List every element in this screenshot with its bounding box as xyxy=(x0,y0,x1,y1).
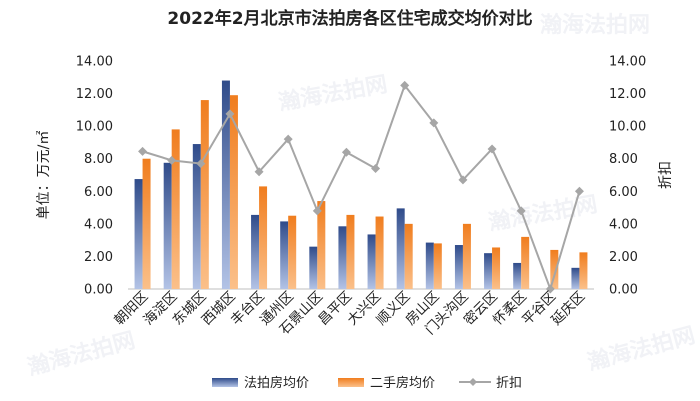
discount-point xyxy=(138,146,148,156)
bar-secondhand-price xyxy=(229,95,238,289)
watermark-text: 瀚海法拍网 xyxy=(277,71,390,116)
watermark-text: 瀚海法拍网 xyxy=(540,12,650,38)
bars xyxy=(134,80,588,290)
bar-secondhand-price xyxy=(462,223,471,289)
bar-auction-price xyxy=(367,234,376,289)
left-tick-label: 14.00 xyxy=(76,55,113,70)
legend-swatch-auction xyxy=(212,378,238,387)
discount-line-path xyxy=(142,83,581,293)
legend-label-secondhand: 二手房均价 xyxy=(370,375,435,391)
watermark-group: 瀚海法拍网 瀚海法拍网 瀚海法拍网 瀚海法拍网 瀚海法拍网 xyxy=(25,12,698,381)
discount-line xyxy=(138,80,584,294)
discount-point xyxy=(371,163,381,173)
bar-auction-price xyxy=(338,226,347,289)
bar-secondhand-price xyxy=(288,215,297,289)
discount-point xyxy=(167,155,177,165)
right-tick-label: 4.00 xyxy=(609,217,638,232)
bar-secondhand-price xyxy=(404,223,413,289)
right-axis: 0.00 2.00 4.00 6.00 8.00 10.00 12.00 14.00 xyxy=(609,55,646,298)
bar-auction-price xyxy=(571,267,580,289)
bar-auction-price xyxy=(134,179,143,289)
bar-secondhand-price xyxy=(579,252,588,289)
bar-auction-price xyxy=(251,214,260,289)
discount-point xyxy=(254,167,264,177)
chart-title: 2022年2月北京市法拍房各区住宅成交均价对比 xyxy=(167,8,532,29)
right-tick-label: 14.00 xyxy=(609,55,646,70)
bar-secondhand-price xyxy=(171,129,180,289)
watermark-text: 瀚海法拍网 xyxy=(487,191,600,236)
category-label: 延庆区 xyxy=(548,289,588,329)
right-tick-label: 6.00 xyxy=(609,185,638,200)
discount-point xyxy=(225,109,235,119)
right-axis-title: 折扣 xyxy=(658,161,674,189)
bar-secondhand-price xyxy=(521,236,530,289)
legend-marker-discount xyxy=(469,378,477,386)
watermark-text: 瀚海法拍网 xyxy=(585,322,698,376)
bar-secondhand-price xyxy=(492,247,501,289)
discount-point xyxy=(312,206,322,216)
left-axis: 0.00 2.00 4.00 6.00 8.00 10.00 12.00 14.00 xyxy=(76,55,113,298)
left-tick-label: 8.00 xyxy=(84,152,113,167)
left-tick-label: 4.00 xyxy=(84,217,113,232)
bar-auction-price xyxy=(280,221,289,289)
left-tick-label: 10.00 xyxy=(76,120,113,135)
bar-secondhand-price xyxy=(375,216,384,289)
discount-point xyxy=(429,118,439,128)
bar-secondhand-price xyxy=(550,249,559,289)
discount-point xyxy=(400,80,410,90)
bar-auction-price xyxy=(425,242,434,289)
discount-point xyxy=(196,159,206,169)
right-tick-label: 8.00 xyxy=(609,152,638,167)
bar-secondhand-price xyxy=(317,201,326,289)
bar-auction-price xyxy=(396,208,405,289)
bar-auction-price xyxy=(484,253,493,289)
right-tick-label: 12.00 xyxy=(609,87,646,102)
legend-label-discount: 折扣 xyxy=(496,376,522,391)
bar-secondhand-price xyxy=(433,243,442,289)
category-labels: 朝阳区海淀区东城区西城区丰台区通州区石景山区昌平区大兴区顺义区房山区门头沟区密云… xyxy=(111,288,588,338)
watermark-text: 瀚海法拍网 xyxy=(25,327,138,381)
bar-auction-price xyxy=(454,245,463,289)
bar-secondhand-price xyxy=(346,214,355,289)
right-tick-label: 2.00 xyxy=(609,250,638,265)
left-tick-label: 12.00 xyxy=(76,87,113,102)
left-tick-label: 6.00 xyxy=(84,185,113,200)
left-axis-title: 单位：万元/㎡ xyxy=(36,131,52,220)
legend-swatch-secondhand xyxy=(338,378,364,387)
bar-auction-price xyxy=(309,246,318,289)
bar-auction-price xyxy=(163,162,172,289)
discount-point xyxy=(341,147,351,157)
bar-secondhand-price xyxy=(142,158,151,289)
discount-point xyxy=(458,175,468,185)
discount-point xyxy=(574,186,584,196)
left-tick-label: 2.00 xyxy=(84,250,113,265)
bar-auction-price xyxy=(221,80,230,290)
left-tick-label: 0.00 xyxy=(84,283,113,298)
bar-auction-price xyxy=(192,144,201,289)
bar-secondhand-price xyxy=(200,100,209,289)
bar-auction-price xyxy=(513,262,522,289)
discount-point xyxy=(516,206,526,216)
bar-secondhand-price xyxy=(259,186,268,289)
right-tick-label: 10.00 xyxy=(609,120,646,135)
legend-label-auction: 法拍房均价 xyxy=(244,375,309,391)
legend: 法拍房均价 二手房均价 折扣 xyxy=(212,375,522,391)
discount-point xyxy=(283,134,293,144)
discount-point xyxy=(545,284,555,294)
right-tick-label: 0.00 xyxy=(609,283,638,298)
discount-point xyxy=(487,144,497,154)
